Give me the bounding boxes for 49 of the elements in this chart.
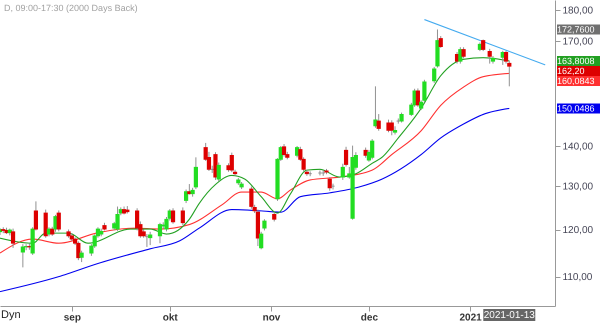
text: 150,0486 (557, 103, 595, 114)
text: 163,8008 (557, 56, 595, 66)
line-series (0, 108, 510, 292)
candlestick (272, 212, 276, 222)
y-tick-label: 140,00 (562, 142, 594, 152)
candlestick (399, 112, 404, 124)
candlestick (432, 66, 436, 84)
y-tick-label: 130,00 (562, 182, 594, 193)
candlestick (488, 48, 492, 64)
candlestick (390, 120, 394, 136)
candlestick (180, 206, 185, 226)
candlestick (458, 46, 462, 64)
candlestick (194, 156, 198, 190)
candlestick (481, 39, 486, 52)
text: Dyn (1, 309, 21, 321)
x-tick-label: nov (262, 312, 281, 324)
x-tick-label: okt (162, 312, 178, 324)
chart-title: D, 09:00-17:30 (2000 Days Back) (4, 3, 138, 13)
candlestick (115, 206, 120, 232)
x-tick-label: sep (64, 312, 81, 324)
candlestick (230, 152, 234, 173)
x-tick-label: 2021 (459, 312, 482, 324)
candlestick (416, 88, 420, 108)
text: 162,20 (557, 66, 585, 76)
candlestick (370, 138, 374, 160)
candlestick (461, 46, 466, 59)
candlestick (328, 176, 332, 192)
text: 160,0843 (557, 76, 595, 86)
x-tick-label: dec (360, 312, 378, 324)
y-tick-label: 180,00 (562, 5, 594, 16)
y-tick-label: 110,00 (562, 272, 593, 284)
candlestick (170, 208, 176, 224)
candlestick (148, 231, 152, 246)
candlestick (340, 163, 345, 180)
candlestick (56, 210, 61, 232)
candlestick (10, 228, 16, 248)
candlestick (364, 147, 368, 158)
text: 172,7600 (557, 24, 595, 34)
candlestick (158, 222, 162, 244)
candlestick (294, 146, 300, 158)
y-tick-label: 120,00 (562, 225, 594, 236)
candlestick (20, 244, 25, 268)
candlestick (262, 218, 267, 231)
candlestick (80, 250, 84, 263)
y-tick-label: 170,00 (562, 36, 594, 48)
candlestick (282, 144, 286, 158)
candlestick (249, 186, 254, 210)
candlestick (44, 209, 48, 238)
text: 2021-01-13 (484, 310, 536, 321)
